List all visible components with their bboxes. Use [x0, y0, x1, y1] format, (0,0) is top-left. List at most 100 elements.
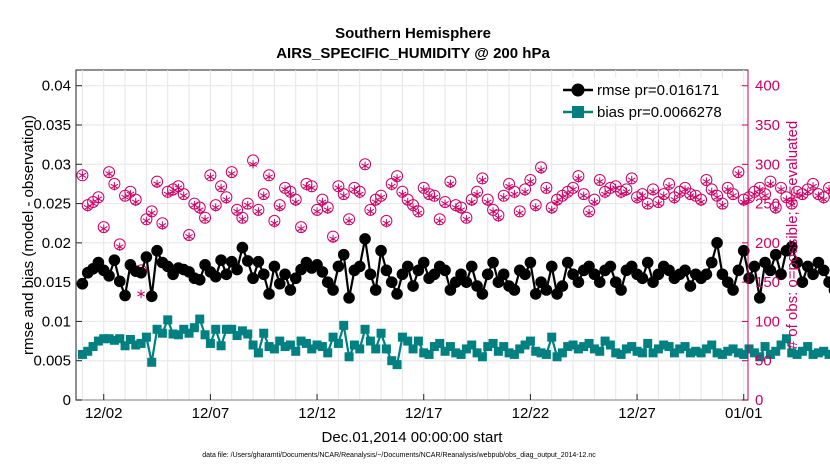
asterisk-stroke	[734, 171, 743, 177]
bias-point	[168, 329, 178, 339]
y-tick-label-right: 250	[755, 196, 780, 213]
obs-evaluated-point	[382, 219, 391, 228]
asterisk-stroke	[446, 181, 455, 187]
x-tick-label: 12/17	[405, 405, 443, 422]
obs-evaluated-point	[755, 185, 764, 194]
asterisk-stroke	[419, 186, 428, 192]
rmse-point	[151, 244, 163, 257]
obs-evaluated-point	[633, 195, 641, 204]
asterisk-stroke	[691, 194, 700, 200]
obs-evaluated-point	[270, 219, 279, 228]
bias-point	[461, 344, 471, 354]
y-axis-label-right: # of obs: o=possible; ∗=evaluated	[784, 121, 801, 350]
asterisk-stroke	[339, 193, 348, 199]
rmse-point	[460, 276, 473, 288]
obs-evaluated-point	[814, 191, 823, 200]
asterisk-stroke	[771, 207, 780, 213]
y-tick-label-left: 0.025	[33, 196, 71, 213]
rmse-point	[257, 268, 270, 281]
rmse-point	[508, 284, 521, 296]
bias-point	[755, 352, 765, 362]
bias-point	[493, 346, 503, 356]
bias-point	[616, 349, 626, 359]
asterisk-stroke	[174, 185, 183, 191]
obs-evaluated-point	[115, 242, 124, 251]
bias-point	[285, 340, 295, 350]
bias-point	[589, 344, 599, 354]
asterisk-stroke	[179, 193, 188, 199]
obs-evaluated-point	[787, 200, 796, 210]
asterisk-stroke	[611, 185, 620, 191]
y-tick-label-left: 0.02	[42, 235, 71, 252]
obs-evaluated-point	[729, 191, 737, 200]
obs-evaluated-point	[179, 191, 188, 200]
legend-rmse-label: rmse pr=0.016171	[597, 82, 719, 99]
rmse-point	[343, 292, 355, 304]
bias-point	[595, 346, 605, 356]
asterisk-stroke	[777, 186, 785, 192]
bias-point	[488, 338, 498, 348]
obs-evaluated-point	[654, 199, 663, 208]
bias-point	[744, 344, 754, 354]
asterisk-stroke	[819, 197, 828, 203]
asterisk-stroke	[729, 193, 737, 199]
obs-evaluated-point	[265, 172, 273, 182]
asterisk-stroke	[147, 210, 156, 216]
bias-point	[152, 324, 162, 334]
bias-point	[312, 340, 322, 350]
obs-evaluated-point	[665, 182, 673, 191]
bias-point	[627, 342, 637, 352]
data-file-footnote: data file: /Users/gharamti/Documents/NCA…	[202, 452, 596, 459]
y-tick-label-right: 50	[755, 353, 772, 370]
asterisk-stroke	[526, 179, 535, 185]
legend: rmse pr=0.016171 bias pr=0.0066278	[560, 78, 740, 122]
bias-point	[483, 342, 493, 352]
obs-evaluated-point	[499, 193, 508, 202]
rmse-point	[364, 268, 377, 281]
y-tick-label-left: 0.005	[33, 353, 71, 370]
rmse-point	[231, 263, 243, 276]
bias-point	[653, 344, 663, 354]
obs-evaluated-point	[478, 175, 487, 185]
obs-evaluated-point	[521, 187, 529, 196]
bias-point	[584, 338, 594, 348]
asterisk-stroke	[675, 191, 684, 197]
asterisk-stroke	[750, 191, 759, 197]
obs-evaluated-point	[563, 189, 572, 199]
asterisk-stroke	[793, 191, 801, 197]
bias-point	[424, 349, 434, 359]
asterisk-stroke	[366, 208, 375, 214]
bias-point	[611, 348, 621, 358]
rmse-point	[140, 251, 153, 263]
asterisk-stroke	[78, 172, 87, 178]
asterisk-stroke	[393, 175, 401, 181]
bias-point	[739, 349, 749, 359]
obs-evaluated-point	[686, 191, 695, 200]
obs-evaluated-point	[297, 224, 305, 233]
bias-point	[355, 344, 365, 354]
asterisk-stroke	[473, 191, 481, 197]
rmse-point	[481, 268, 494, 281]
obs-evaluated-point	[803, 187, 812, 196]
axis-layer: 0 0.005 0.01 0.015 0.02 0.025 0.03 0.035 0.04 0 50…	[33, 70, 780, 422]
bias-point	[280, 342, 290, 352]
asterisk-stroke	[403, 199, 412, 205]
y-tick-label-left: 0	[63, 392, 71, 409]
bias-point	[387, 356, 397, 366]
rmse-point	[524, 256, 537, 269]
rmse-point	[684, 280, 697, 292]
rmse-point	[497, 268, 510, 281]
obs-evaluated-point	[302, 182, 311, 191]
obs-evaluated-point	[158, 221, 167, 230]
asterisk-stroke	[558, 194, 567, 200]
asterisk-stroke	[153, 181, 161, 187]
bias-point	[131, 340, 141, 350]
rmse-point	[284, 284, 297, 296]
rmse-point	[439, 264, 451, 277]
bias-point	[339, 320, 349, 330]
rmse-point	[487, 256, 499, 269]
bias-point	[136, 338, 146, 348]
obs-evaluated-point	[185, 232, 193, 241]
asterisk-stroke	[275, 204, 284, 211]
